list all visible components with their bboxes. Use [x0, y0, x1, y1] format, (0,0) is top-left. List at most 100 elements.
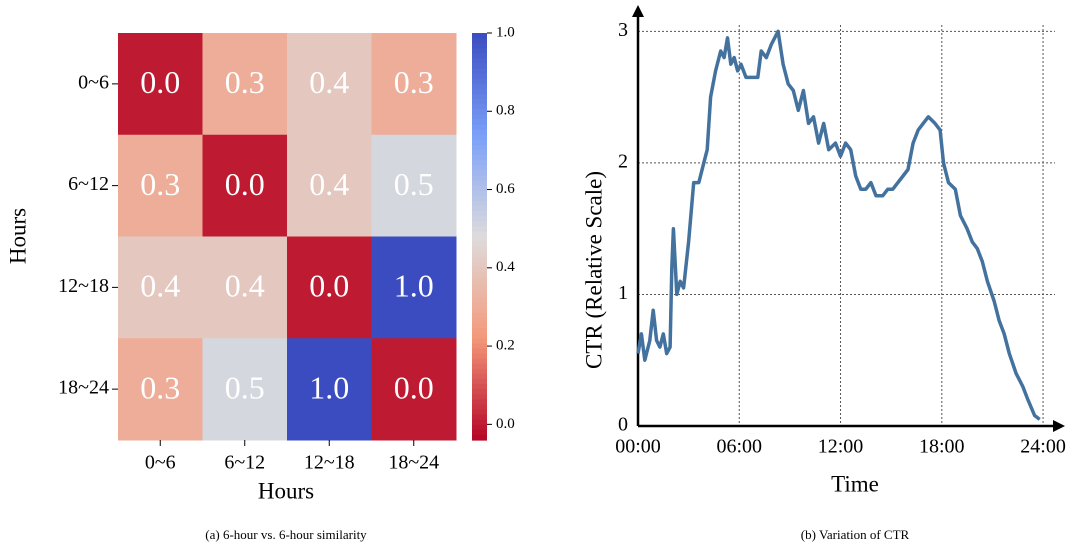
- caption: (b) Variation of CTR: [801, 527, 910, 542]
- colorbar-segment: [472, 378, 487, 385]
- colorbar-segment: [472, 150, 487, 156]
- colorbar-segment: [472, 404, 487, 411]
- colorbar-segment: [472, 322, 487, 329]
- heatmap-cell: [287, 134, 372, 237]
- x-tick-label: 06:00: [716, 436, 762, 458]
- colorbar-segment: [472, 292, 487, 299]
- colorbar-tick-label: 0.4: [496, 259, 515, 275]
- colorbar-segment: [472, 94, 487, 100]
- cell-label: 0.4: [225, 268, 265, 304]
- heatmap-cell: [371, 236, 457, 339]
- colorbar-segment: [472, 297, 487, 304]
- x-tick-label: 18~24: [388, 452, 439, 474]
- colorbar-segment: [472, 394, 487, 400]
- cell-label: 0.4: [309, 64, 349, 100]
- colorbar-segment: [472, 368, 487, 375]
- colorbar-segment: [472, 399, 487, 405]
- heatmap-cell: [371, 134, 457, 237]
- y-axis-label: Hours: [5, 208, 30, 264]
- colorbar-segment: [472, 104, 487, 110]
- colorbar-segment: [472, 409, 487, 416]
- colorbar-segment: [472, 261, 487, 268]
- y-tick-label: 3: [618, 19, 628, 41]
- colorbar-segment: [472, 236, 487, 243]
- cell-label: 0.0: [225, 166, 265, 202]
- colorbar-segment: [472, 185, 487, 192]
- colorbar-tick-label: 0.6: [496, 181, 515, 197]
- colorbar-segment: [472, 180, 487, 187]
- x-tick-label: 18:00: [919, 436, 965, 458]
- y-tick-label: 18~24: [58, 377, 109, 399]
- colorbar-segment: [472, 160, 487, 166]
- cell-label: 0.0: [140, 64, 180, 100]
- colorbar-segment: [472, 353, 487, 360]
- colorbar-segment: [472, 241, 487, 248]
- colorbar-segment: [472, 389, 487, 395]
- cell-label: 0.4: [309, 166, 349, 202]
- colorbar-segment: [472, 155, 487, 161]
- colorbar-segment: [472, 78, 487, 85]
- colorbar-segment: [472, 307, 487, 314]
- colorbar-segment: [472, 246, 487, 253]
- colorbar-segment: [472, 328, 487, 334]
- colorbar-segment: [472, 144, 487, 151]
- colorbar-segment: [472, 73, 487, 80]
- colorbar-segment: [472, 221, 487, 227]
- colorbar-segment: [472, 358, 487, 365]
- y-tick-label: 2: [618, 150, 628, 172]
- heatmap-cell: [118, 134, 203, 237]
- cell-label: 0.5: [225, 369, 265, 405]
- colorbar-segment: [472, 256, 487, 263]
- colorbar-segment: [472, 419, 487, 426]
- colorbar-segment: [472, 251, 487, 258]
- x-tick-label: 6~12: [224, 452, 265, 474]
- colorbar-segment: [472, 124, 487, 131]
- colorbar-segment: [472, 88, 487, 95]
- x-tick-label: 12~18: [304, 452, 355, 474]
- colorbar-segment: [472, 200, 487, 207]
- cell-label: 0.3: [225, 64, 265, 100]
- colorbar-segment: [472, 226, 487, 233]
- cell-label: 0.3: [140, 369, 180, 405]
- colorbar-segment: [472, 272, 487, 278]
- colorbar-segment: [472, 287, 487, 294]
- y-axis-arrow: [632, 5, 644, 17]
- colorbar-tick-label: 0.0: [496, 416, 515, 432]
- colorbar-segment: [472, 43, 487, 49]
- colorbar-segment: [472, 348, 487, 355]
- colorbar-segment: [472, 175, 487, 182]
- heatmap-cell: [371, 33, 457, 136]
- colorbar-segment: [472, 109, 487, 115]
- colorbar-segment: [472, 129, 487, 136]
- colorbar-segment: [472, 424, 487, 431]
- cell-label: 0.4: [140, 268, 180, 304]
- y-axis-label: CTR (Relative Scale): [581, 171, 606, 369]
- x-axis-arrow: [1053, 420, 1065, 432]
- y-tick-label: 6~12: [68, 173, 109, 195]
- colorbar-segment: [472, 63, 487, 70]
- colorbar-segment: [472, 68, 487, 75]
- y-tick-label: 0~6: [78, 71, 109, 93]
- line-series: [636, 29, 1041, 421]
- y-tick-label: 1: [618, 282, 628, 304]
- colorbar-segment: [472, 231, 487, 238]
- heatmap-cell: [287, 338, 372, 441]
- colorbar-segment: [472, 302, 487, 309]
- colorbar-segment: [472, 58, 487, 65]
- colorbar-segment: [472, 205, 487, 212]
- heatmap-cell: [202, 134, 288, 237]
- y-tick-label: 0: [618, 414, 628, 436]
- colorbar-segment: [472, 119, 487, 126]
- colorbar-segment: [472, 363, 487, 370]
- cell-label: 0.5: [394, 166, 434, 202]
- heatmap-cell: [202, 338, 288, 441]
- colorbar-segment: [472, 38, 487, 44]
- cell-label: 1.0: [309, 369, 349, 405]
- cell-label: 1.0: [394, 268, 434, 304]
- heatmap-cell: [202, 33, 288, 136]
- colorbar-segment: [472, 114, 487, 121]
- colorbar-tick-label: 1.0: [496, 24, 515, 40]
- caption: (a) 6-hour vs. 6-hour similarity: [205, 527, 367, 542]
- colorbar-segment: [472, 99, 487, 105]
